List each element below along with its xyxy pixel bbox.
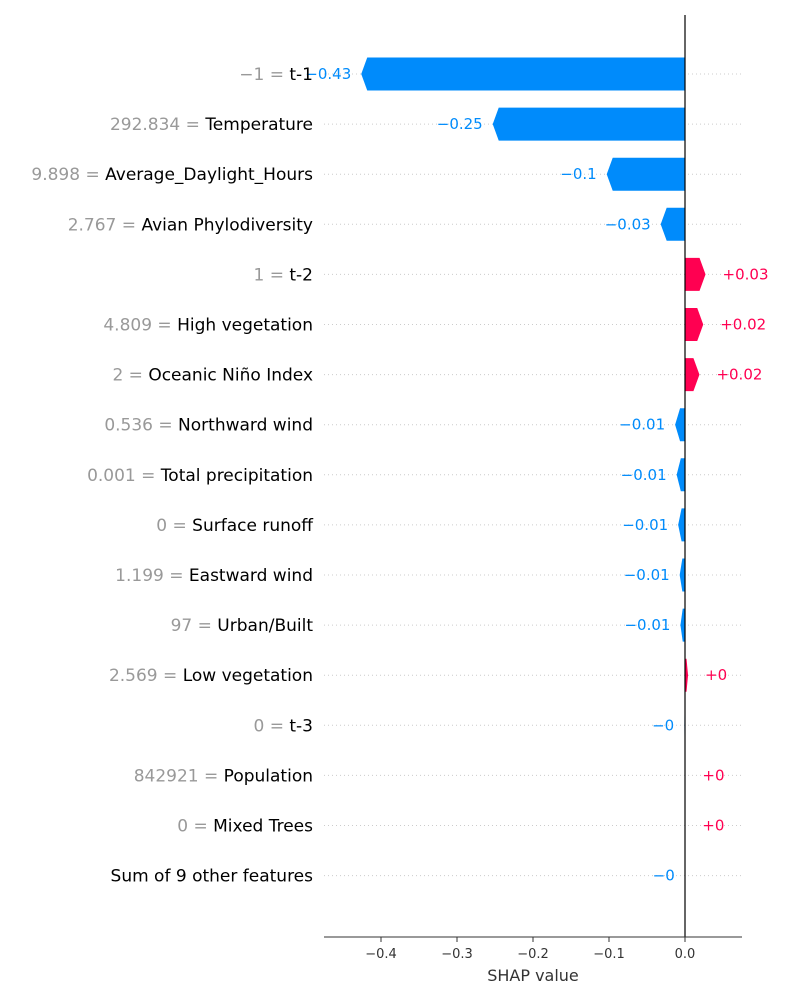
bar-value-label: +0 xyxy=(705,666,727,684)
feature-labels: −1 = t-1 292.834 = Temperature 9.898 = Ave… xyxy=(31,65,314,887)
bar xyxy=(685,358,700,392)
feature-label: 0 = t-3 xyxy=(254,716,314,736)
x-axis: −0.4 −0.3 −0.2 −0.1 0.0 SHAP value xyxy=(324,936,742,985)
feature-value: 292.834 = xyxy=(110,115,205,135)
bar xyxy=(685,658,689,692)
feature-label: 97 = Urban/Built xyxy=(171,616,314,636)
bar xyxy=(685,308,704,341)
feature-name: Temperature xyxy=(204,115,313,135)
feature-name: Total precipitation xyxy=(160,466,313,486)
bar xyxy=(660,207,685,241)
feature-label: 2.569 = Low vegetation xyxy=(109,666,313,686)
bar-value-label: +0 xyxy=(702,766,724,784)
feature-value: 9.898 = xyxy=(31,165,105,185)
bar-value-label: +0 xyxy=(702,817,724,835)
x-tick-label: −0.3 xyxy=(441,947,473,962)
feature-label: 2.767 = Avian Phylodiversity xyxy=(68,215,313,235)
bar xyxy=(361,57,685,91)
feature-value: 2.767 = xyxy=(68,215,142,235)
feature-label: 292.834 = Temperature xyxy=(110,115,313,135)
feature-value: 0 = xyxy=(177,817,213,837)
feature-label: 0 = Mixed Trees xyxy=(177,817,313,837)
feature-value: 0 = xyxy=(254,716,290,736)
bar-value-label: +0.02 xyxy=(716,366,762,384)
feature-label: 0.536 = Northward wind xyxy=(104,416,313,436)
value-labels: −0.43 −0.25 −0.1 −0.03 +0.03 +0.02 +0.02 −0.01 −… xyxy=(305,65,768,885)
bar xyxy=(680,608,685,642)
bar-value-label: −0.01 xyxy=(624,566,670,584)
feature-label: 9.898 = Average_Daylight_Hours xyxy=(31,165,313,185)
feature-name: Northward wind xyxy=(178,416,313,436)
feature-label: 1 = t-2 xyxy=(254,265,314,285)
feature-label: −1 = t-1 xyxy=(239,65,313,85)
x-tick-label: −0.1 xyxy=(593,947,625,962)
feature-name: High vegetation xyxy=(177,316,313,336)
x-tick-label: −0.4 xyxy=(365,947,397,962)
feature-label: 1.199 = Eastward wind xyxy=(115,566,313,586)
bar xyxy=(676,458,685,492)
bar xyxy=(492,107,685,141)
feature-label: 0.001 = Total precipitation xyxy=(87,466,313,486)
feature-name: Urban/Built xyxy=(217,616,313,636)
bar xyxy=(678,508,685,542)
bar-value-label: +0.03 xyxy=(723,265,769,283)
bar-value-label: +0.02 xyxy=(720,316,766,334)
x-tick-label: 0.0 xyxy=(675,947,696,962)
feature-value: 4.809 = xyxy=(103,316,177,336)
feature-value: −1 = xyxy=(239,65,289,85)
feature-value: 1 = xyxy=(254,265,290,285)
feature-name: t-2 xyxy=(289,265,313,285)
feature-name: Avian Phylodiversity xyxy=(141,215,313,235)
feature-value: 2.569 = xyxy=(109,666,183,686)
bar xyxy=(679,558,685,592)
bar-value-label: −0.1 xyxy=(560,165,596,183)
bar-value-label: −0.01 xyxy=(624,616,670,634)
feature-label: 2 = Oceanic Niño Index xyxy=(112,366,313,386)
feature-name: Mixed Trees xyxy=(213,817,313,837)
bar-value-label: −0.03 xyxy=(605,215,651,233)
bar-value-label: −0.01 xyxy=(622,516,668,534)
feature-value: 2 = xyxy=(112,366,148,386)
feature-name: Population xyxy=(224,766,313,786)
x-tick-label: −0.2 xyxy=(517,947,549,962)
feature-label: 842921 = Population xyxy=(134,766,313,786)
bar-value-label: −0.01 xyxy=(621,466,667,484)
x-ticks: −0.4 −0.3 −0.2 −0.1 0.0 xyxy=(365,937,695,962)
feature-name: Surface runoff xyxy=(192,516,314,536)
feature-name: Low vegetation xyxy=(183,666,313,686)
feature-value: 97 = xyxy=(171,616,218,636)
x-axis-title: SHAP value xyxy=(487,966,579,985)
feature-label: 0 = Surface runoff xyxy=(156,516,314,536)
feature-value: 842921 = xyxy=(134,766,224,786)
bar-value-label: −0 xyxy=(653,867,675,885)
bar-value-label: −0 xyxy=(652,716,674,734)
bar xyxy=(675,408,685,442)
bar-value-label: −0.01 xyxy=(619,416,665,434)
feature-label: Sum of 9 other features xyxy=(111,867,314,887)
feature-name: Sum of 9 other features xyxy=(111,867,314,887)
bar xyxy=(685,257,706,291)
bar-value-label: −0.25 xyxy=(437,115,483,133)
feature-name: t-1 xyxy=(289,65,313,85)
feature-value: 0.001 = xyxy=(87,466,161,486)
feature-label: 4.809 = High vegetation xyxy=(103,316,313,336)
feature-name: Eastward wind xyxy=(189,566,313,586)
feature-name: t-3 xyxy=(289,716,313,736)
bars xyxy=(361,57,706,893)
feature-name: Average_Daylight_Hours xyxy=(105,165,313,185)
feature-value: 1.199 = xyxy=(115,566,189,586)
bar-value-label: −0.43 xyxy=(305,65,351,83)
bar xyxy=(606,157,685,191)
feature-name: Oceanic Niño Index xyxy=(148,366,313,386)
feature-value: 0 = xyxy=(156,516,192,536)
feature-value: 0.536 = xyxy=(104,416,178,436)
